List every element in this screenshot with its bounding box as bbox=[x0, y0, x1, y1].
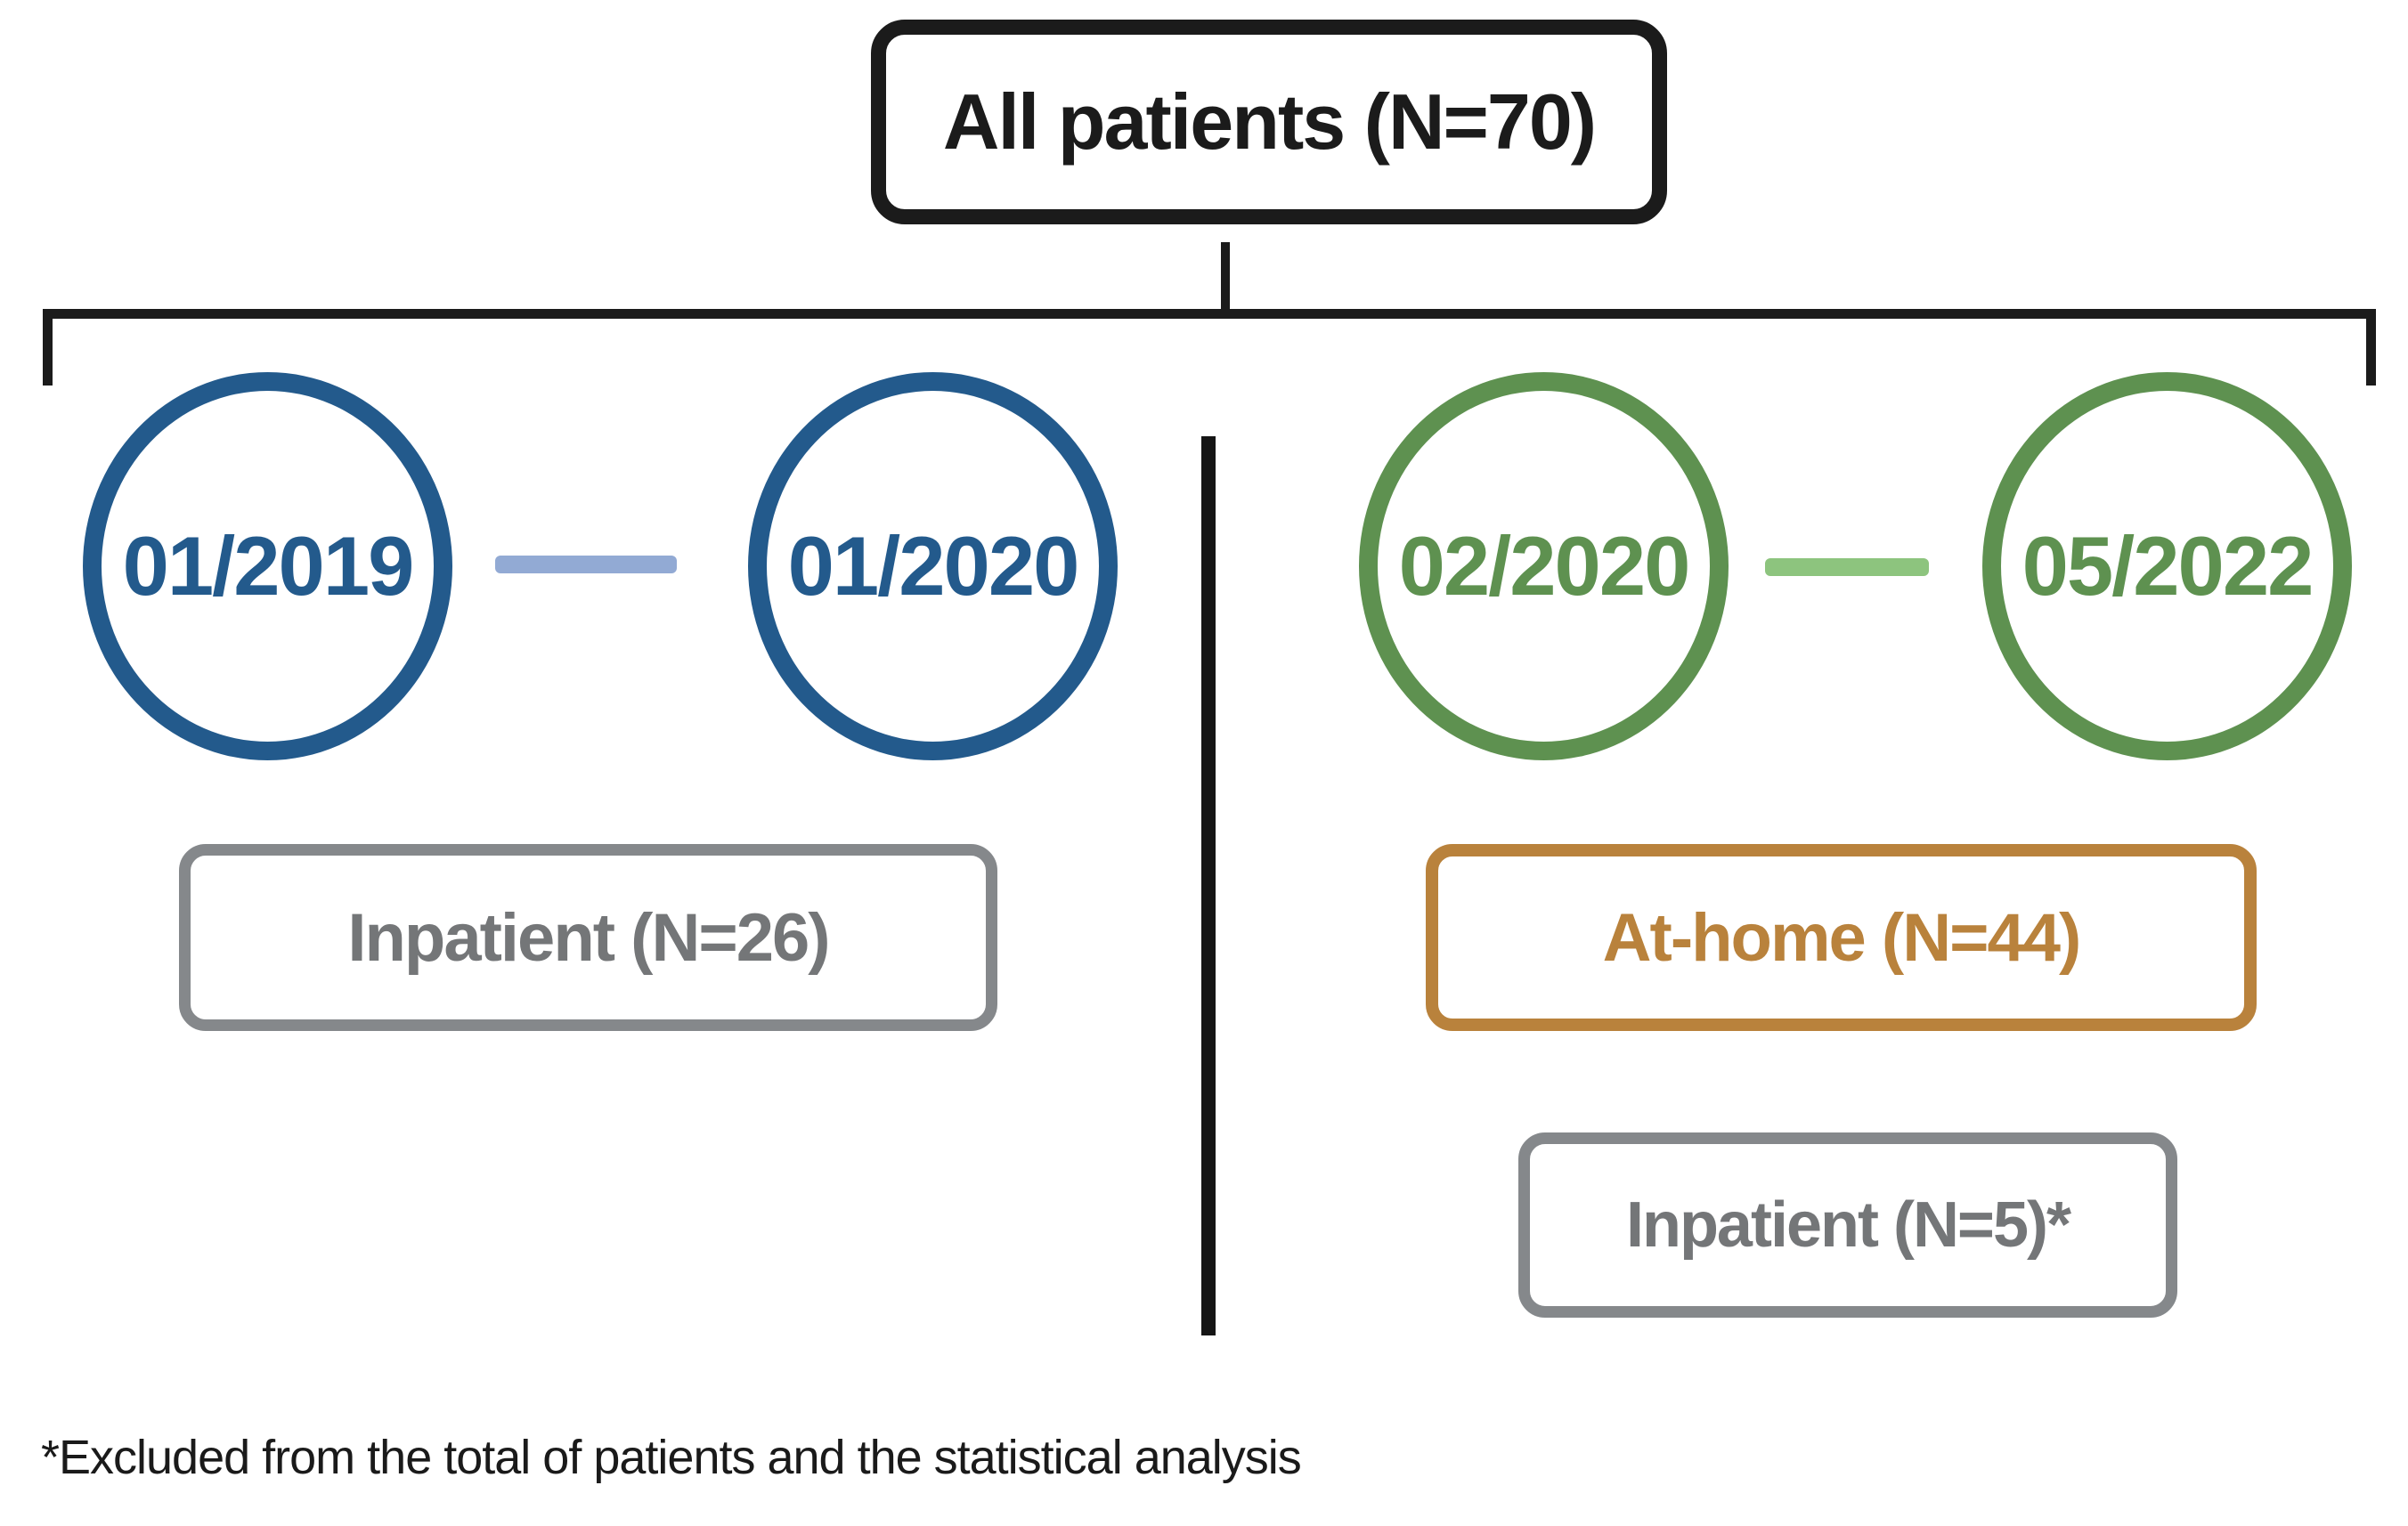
root-connector-stem bbox=[1221, 242, 1230, 312]
bracket-horizontal-line bbox=[43, 309, 2376, 319]
right-period-end-circle: 05/2022 bbox=[1982, 372, 2352, 760]
all-patients-label: All patients (N=70) bbox=[942, 77, 1597, 166]
left-period-start-circle: 01/2019 bbox=[83, 372, 452, 760]
inpatient-5-box: Inpatient (N=5)* bbox=[1518, 1132, 2177, 1318]
all-patients-box: All patients (N=70) bbox=[871, 20, 1667, 224]
left-period-start-date: 01/2019 bbox=[122, 519, 415, 613]
left-period-end-circle: 01/2020 bbox=[748, 372, 1118, 760]
left-period-end-date: 01/2020 bbox=[787, 519, 1080, 613]
inpatient-26-box: Inpatient (N=26) bbox=[179, 844, 997, 1031]
right-period-start-circle: 02/2020 bbox=[1359, 372, 1729, 760]
right-period-end-date: 05/2022 bbox=[2022, 519, 2314, 613]
bracket-left-tick bbox=[43, 309, 53, 386]
at-home-44-box: At-home (N=44) bbox=[1426, 844, 2257, 1031]
left-period-connector-line bbox=[495, 556, 677, 573]
right-period-connector-line bbox=[1765, 558, 1929, 576]
inpatient-5-label: Inpatient (N=5)* bbox=[1625, 1189, 2071, 1261]
at-home-44-label: At-home (N=44) bbox=[1602, 899, 2082, 976]
bracket-right-tick bbox=[2366, 309, 2376, 386]
branch-divider-line bbox=[1201, 436, 1216, 1335]
inpatient-26-label: Inpatient (N=26) bbox=[347, 899, 830, 976]
exclusion-footnote: *Excluded from the total of patients and… bbox=[41, 1431, 1302, 1484]
right-period-start-date: 02/2020 bbox=[1398, 519, 1691, 613]
